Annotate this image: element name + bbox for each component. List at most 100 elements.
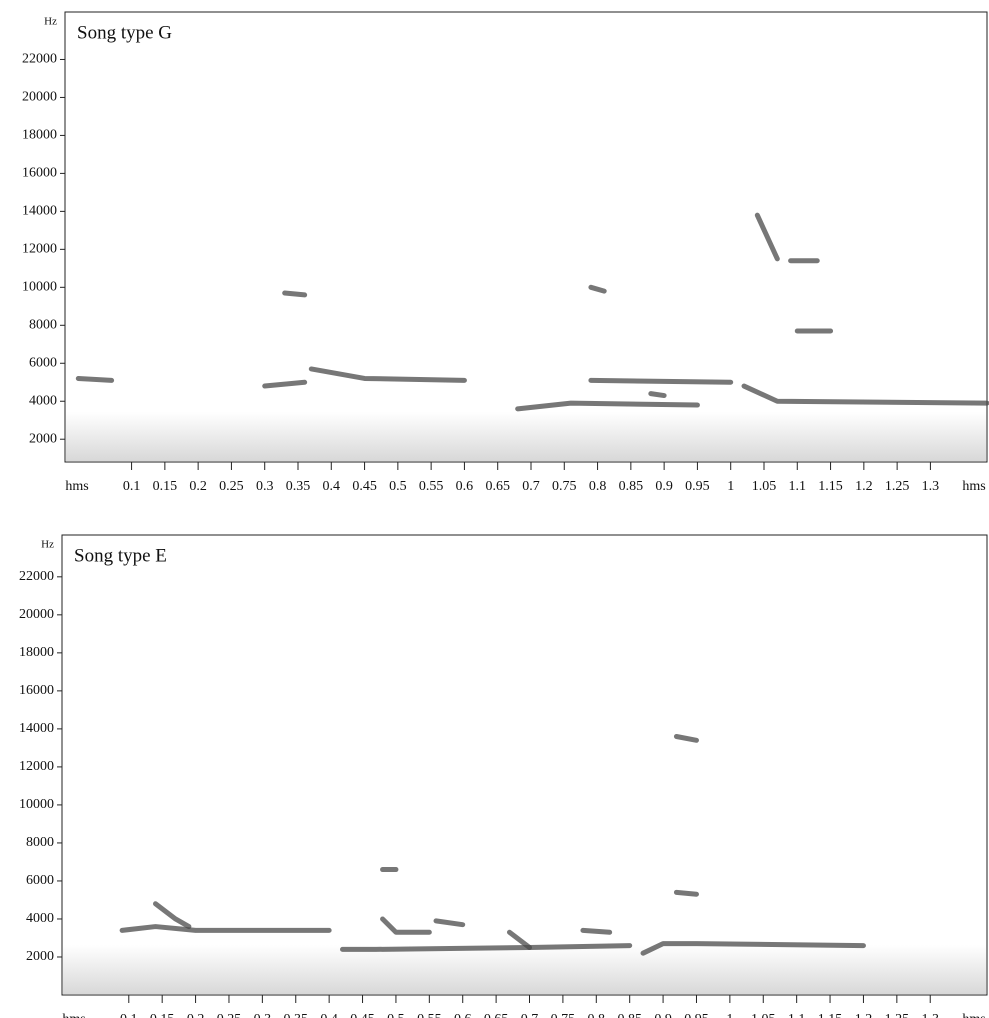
x-tick-label: 0.95 [684, 1012, 709, 1018]
y-tick-label: 20000 [22, 90, 57, 105]
x-tick-label: 0.6 [454, 1012, 472, 1018]
y-tick-label: 14000 [19, 721, 54, 736]
spectral-trace [673, 733, 699, 743]
spectral-trace [75, 375, 115, 383]
y-units: Hz [41, 539, 54, 551]
spectral-trace [433, 918, 466, 928]
x-tick-label: 1 [726, 1012, 733, 1018]
y-units: Hz [44, 16, 57, 28]
y-tick-label: 2000 [26, 949, 54, 964]
x-tick-label: 0.6 [456, 479, 474, 494]
x-tick-label: 0.65 [485, 479, 510, 494]
y-tick-label: 10000 [22, 280, 57, 295]
y-tick-label: 16000 [22, 166, 57, 181]
spectral-trace [588, 284, 607, 294]
x-tick-label: 0.4 [320, 1012, 338, 1018]
y-tick-label: 22000 [19, 569, 54, 584]
x-tick-label: 1.1 [789, 479, 807, 494]
y-tick-label: 6000 [29, 355, 57, 370]
y-tick-label: 14000 [22, 204, 57, 219]
y-tick-label: 22000 [22, 52, 57, 67]
x-tick-label: 0.1 [123, 479, 141, 494]
x-tick-label: 0.4 [323, 479, 341, 494]
x-units: hms [62, 1012, 85, 1018]
x-tick-label: 0.9 [655, 479, 673, 494]
spectral-trace [262, 379, 308, 389]
x-tick-label: 0.9 [654, 1012, 672, 1018]
spectral-trace [754, 212, 780, 262]
y-tick-label: 8000 [29, 318, 57, 333]
x-tick-label: 0.2 [189, 479, 207, 494]
spectral-trace [580, 927, 613, 935]
y-tick-label: 8000 [26, 835, 54, 850]
x-tick-label: 0.85 [619, 479, 644, 494]
y-tick-label: 4000 [29, 393, 57, 408]
x-tick-label: 1.1 [788, 1012, 806, 1018]
x-tick-label: 1.05 [751, 1012, 776, 1018]
spectral-trace [282, 290, 308, 298]
x-tick-label: 0.45 [350, 1012, 375, 1018]
spectral-trace [119, 924, 332, 933]
chart-title: Song type G [77, 22, 172, 43]
x-units: hms [962, 1012, 985, 1018]
x-tick-label: 1.15 [818, 479, 843, 494]
x-tick-label: 0.7 [521, 1012, 539, 1018]
y-tick-label: 6000 [26, 873, 54, 888]
y-tick-label: 18000 [22, 128, 57, 143]
x-tick-label: 1.05 [752, 479, 777, 494]
y-tick-label: 16000 [19, 683, 54, 698]
x-tick-label: 0.65 [484, 1012, 509, 1018]
spectral-trace [648, 391, 667, 399]
x-tick-label: 0.35 [286, 479, 311, 494]
y-tick-label: 20000 [19, 607, 54, 622]
x-tick-label: 0.25 [219, 479, 244, 494]
spectral-trace [588, 377, 734, 385]
spectral-trace [741, 383, 989, 406]
x-tick-label: 0.15 [150, 1012, 175, 1018]
x-tick-label: 0.5 [389, 479, 407, 494]
y-tick-label: 18000 [19, 645, 54, 660]
x-tick-label: 0.35 [284, 1012, 309, 1018]
x-tick-label: 0.5 [387, 1012, 405, 1018]
x-tick-label: 0.55 [419, 479, 444, 494]
spectral-trace [340, 944, 533, 952]
y-tick-label: 4000 [26, 911, 54, 926]
x-units: hms [65, 479, 88, 494]
x-tick-label: 0.25 [217, 1012, 242, 1018]
x-tick-label: 0.55 [417, 1012, 442, 1018]
y-tick-label: 12000 [22, 242, 57, 257]
x-tick-label: 1.3 [921, 1012, 939, 1018]
spectral-trace [640, 941, 866, 956]
y-tick-label: 12000 [19, 759, 54, 774]
plot-area [61, 534, 988, 996]
x-tick-label: 0.8 [588, 1012, 606, 1018]
x-tick-label: 0.3 [256, 479, 274, 494]
spectral-trace [673, 889, 699, 897]
x-tick-label: 1.25 [885, 1012, 910, 1018]
x-units: hms [962, 479, 985, 494]
y-tick-label: 10000 [19, 797, 54, 812]
x-tick-label: 0.8 [589, 479, 607, 494]
x-tick-label: 1.15 [818, 1012, 843, 1018]
spectral-trace [506, 929, 633, 950]
background-noise [66, 412, 986, 461]
x-tick-label: 0.3 [254, 1012, 272, 1018]
spectral-trace [308, 366, 467, 383]
x-tick-label: 1 [727, 479, 734, 494]
x-tick-label: 0.1 [120, 1012, 138, 1018]
x-tick-label: 1.25 [885, 479, 910, 494]
x-tick-label: 0.95 [685, 479, 710, 494]
x-tick-label: 1.3 [922, 479, 940, 494]
chart-title: Song type E [74, 545, 167, 566]
x-tick-label: 1.2 [855, 479, 873, 494]
plot-area [64, 11, 988, 463]
spectral-trace [380, 916, 432, 935]
x-tick-label: 0.75 [551, 1012, 576, 1018]
background-noise [63, 945, 986, 994]
y-tick-label: 2000 [29, 431, 57, 446]
x-tick-label: 0.2 [187, 1012, 205, 1018]
x-tick-label: 0.7 [522, 479, 540, 494]
x-tick-label: 0.15 [153, 479, 178, 494]
x-tick-label: 0.75 [552, 479, 577, 494]
